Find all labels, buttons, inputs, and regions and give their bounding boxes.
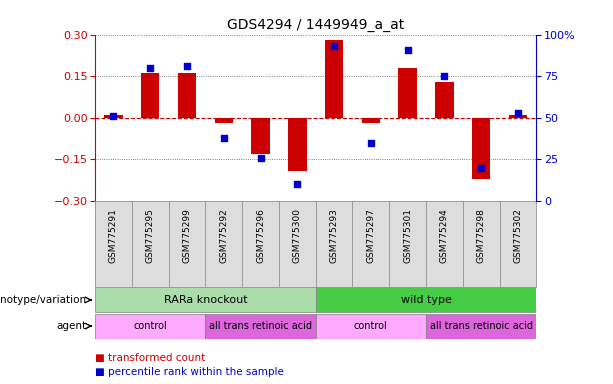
Text: agent: agent	[56, 321, 86, 331]
Bar	[509, 115, 527, 118]
Text: control: control	[133, 321, 167, 331]
Text: control: control	[354, 321, 388, 331]
Text: all trans retinoic acid: all trans retinoic acid	[209, 321, 312, 331]
Bar	[435, 82, 454, 118]
Point	[366, 140, 376, 146]
Text: genotype/variation: genotype/variation	[0, 295, 86, 305]
Point	[256, 155, 265, 161]
Point	[219, 135, 229, 141]
Text: GSM775298: GSM775298	[477, 208, 485, 263]
Bar	[251, 118, 270, 154]
Bar	[178, 73, 196, 118]
Text: GSM775293: GSM775293	[330, 208, 338, 263]
Point	[513, 110, 523, 116]
Bar	[215, 118, 233, 123]
Bar	[95, 313, 205, 339]
Point	[403, 46, 413, 53]
Point	[182, 63, 192, 69]
Text: GSM775302: GSM775302	[514, 208, 522, 263]
Text: GSM775292: GSM775292	[219, 208, 228, 263]
Bar	[398, 68, 417, 118]
Bar	[325, 40, 343, 118]
Text: GSM775297: GSM775297	[367, 208, 375, 263]
Bar	[426, 313, 536, 339]
Text: GSM775296: GSM775296	[256, 208, 265, 263]
Bar	[288, 118, 306, 170]
Bar	[141, 73, 159, 118]
Bar	[104, 115, 123, 118]
Text: all trans retinoic acid: all trans retinoic acid	[430, 321, 533, 331]
Text: ■ transformed count: ■ transformed count	[95, 353, 205, 363]
Point	[292, 181, 302, 187]
Text: GSM775299: GSM775299	[183, 208, 191, 263]
Text: GSM775291: GSM775291	[109, 208, 118, 263]
Point	[145, 65, 155, 71]
Text: ■ percentile rank within the sample: ■ percentile rank within the sample	[95, 367, 284, 377]
Point	[440, 73, 449, 79]
Bar	[316, 287, 536, 313]
Text: wild type: wild type	[401, 295, 451, 305]
Text: GSM775294: GSM775294	[440, 208, 449, 263]
Bar	[472, 118, 490, 179]
Text: GSM775295: GSM775295	[146, 208, 154, 263]
Bar	[205, 313, 316, 339]
Text: GSM775300: GSM775300	[293, 208, 302, 263]
Bar	[362, 118, 380, 123]
Point	[329, 43, 339, 49]
Point	[476, 165, 486, 171]
Text: RARa knockout: RARa knockout	[164, 295, 247, 305]
Bar	[95, 287, 316, 313]
Bar	[316, 313, 426, 339]
Point	[109, 113, 118, 119]
Title: GDS4294 / 1449949_a_at: GDS4294 / 1449949_a_at	[227, 18, 405, 32]
Text: GSM775301: GSM775301	[403, 208, 412, 263]
